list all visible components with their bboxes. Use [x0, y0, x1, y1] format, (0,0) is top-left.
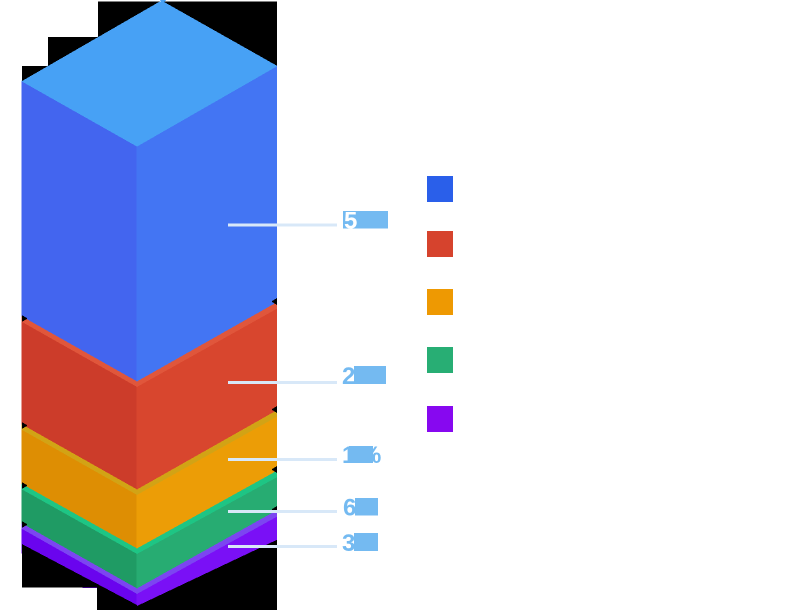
svg-text:2: 2 [342, 363, 355, 390]
svg-text:6: 6 [343, 495, 356, 522]
svg-text:3: 3 [342, 530, 355, 557]
svg-text:5: 5 [344, 208, 357, 235]
